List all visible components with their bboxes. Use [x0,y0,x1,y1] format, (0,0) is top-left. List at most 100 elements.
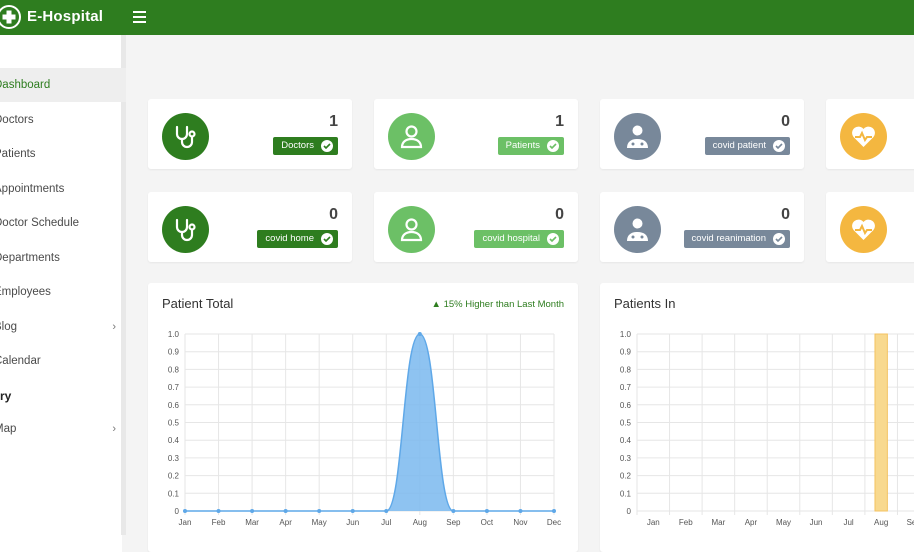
sidebar-item-patients[interactable]: Patients [0,148,36,160]
stat-value: 1 [555,113,564,130]
y-tick-label: 0.5 [168,419,180,428]
check-icon [321,140,333,152]
chart-title: Patients In [614,296,676,311]
sidebar-section-label: ry [0,389,12,403]
data-point [350,509,355,513]
sidebar-item-blog[interactable]: Blog› [0,310,122,344]
y-tick-label: 0.8 [168,365,180,374]
bar [874,333,888,512]
doctor-icon [614,206,661,253]
data-point [216,509,221,513]
y-tick-label: 0 [175,507,180,516]
status-badge[interactable]: Patients [497,137,564,155]
stat-card-patients[interactable]: 1 Patients [374,99,578,169]
y-tick-label: 0.1 [620,489,632,498]
status-badge[interactable]: covid hospital [474,230,564,248]
x-tick-label: Nov [513,518,527,527]
trend-note: ▲ 15% Higher than Last Month [431,299,564,310]
stethoscope-icon [162,113,209,160]
stat-card-covid-hospital[interactable]: 0 covid hospital [374,192,578,262]
y-tick-label: 0.4 [620,436,632,445]
x-tick-label: Feb [679,518,693,527]
y-tick-label: 0.9 [620,348,632,357]
stat-value: 0 [555,206,564,223]
status-badge[interactable]: Doctors [273,137,338,155]
y-tick-label: 0 [627,507,632,516]
x-tick-label: Oct [481,518,494,527]
x-tick-label: Dec [547,518,561,527]
sidebar-item-doctor-schedule[interactable]: Doctor Schedule [0,217,80,229]
stat-card-covid-reanimation[interactable]: 0 covid reanimation [600,192,804,262]
stat-card-doctors[interactable]: 1 Doctors [148,99,352,169]
sidebar-item-calendar[interactable]: Calendar [0,355,41,367]
check-icon [773,233,785,245]
x-tick-label: Apr [745,518,758,527]
x-tick-label: May [776,518,791,527]
sidebar-item-dashboard[interactable]: Dashboard [0,68,126,102]
brand-name[interactable]: E-Hospital [27,8,104,25]
patient-total-card: Patient Total ▲ 15% Higher than Last Mon… [148,283,578,552]
y-tick-label: 0.6 [168,401,180,410]
status-badge[interactable]: covid home [257,230,338,248]
y-tick-label: 0.7 [620,383,632,392]
sidebar-scrollbar[interactable] [121,35,126,535]
user-icon [388,206,435,253]
check-icon [547,233,559,245]
x-tick-label: Apr [279,518,292,527]
y-tick-label: 0.4 [168,436,180,445]
data-point [250,509,255,513]
y-tick-label: 0.6 [620,401,632,410]
stat-value: 0 [781,113,790,130]
x-tick-label: Sep [446,518,461,527]
data-point [183,509,187,513]
data-point [283,509,288,513]
stat-card-heartbeat[interactable] [826,192,914,262]
data-point [417,332,422,336]
x-tick-label: Feb [212,518,226,527]
menu-toggle-icon[interactable] [133,11,146,23]
stat-value: 0 [781,206,790,223]
heartbeat-icon [840,206,887,253]
y-tick-label: 0.1 [168,489,180,498]
y-tick-label: 1.0 [620,330,632,339]
stat-value: 0 [329,206,338,223]
check-icon [773,140,785,152]
y-tick-label: 0.2 [620,472,632,481]
sidebar-item-departments[interactable]: Departments [0,252,60,264]
user-icon [388,113,435,160]
data-point [484,509,489,513]
data-point [451,509,456,513]
status-badge[interactable]: covid reanimation [683,230,790,248]
x-tick-label: Jun [810,518,823,527]
x-tick-label: Mar [245,518,259,527]
chevron-right-icon: › [112,423,116,435]
y-tick-label: 0.3 [620,454,632,463]
doctor-icon [614,113,661,160]
stat-card-covid-patient[interactable]: 0 covid patient [600,99,804,169]
stat-card-heartbeat[interactable] [826,99,914,169]
patient-total-chart: 0 0.1 0.2 0.3 0.4 0.5 0.6 0.7 0.8 0.9 1.0 Jan Feb Mar… [168,330,561,527]
data-point [552,509,556,513]
status-badge[interactable]: covid patient [704,137,790,155]
chevron-right-icon: › [112,321,116,333]
y-tick-label: 0.2 [168,472,180,481]
sidebar-item-appointments[interactable]: Appointments [0,183,65,195]
x-tick-label: Sep [907,518,914,527]
x-tick-label: Aug [413,518,427,527]
y-tick-label: 1.0 [168,330,180,339]
sidebar-item-employees[interactable]: Employees [0,286,51,298]
x-tick-label: Jul [843,518,853,527]
x-tick-label: Jul [381,518,391,527]
y-tick-label: 0.3 [168,454,180,463]
sidebar-item-doctors[interactable]: Doctors [0,114,34,126]
hospital-logo-icon[interactable] [0,5,21,29]
stat-card-covid-home[interactable]: 0 covid home [148,192,352,262]
sidebar-item-map[interactable]: Map› [0,412,122,446]
x-tick-label: Jan [179,518,192,527]
patients-in-card: Patients In 0 0.1 0.2 0.3 0.4 0.5 0.6 0.7 0.8 0.9… [600,283,914,552]
check-icon [321,233,333,245]
stethoscope-icon [162,206,209,253]
x-tick-label: Mar [711,518,725,527]
data-point [384,509,389,513]
check-icon [547,140,559,152]
